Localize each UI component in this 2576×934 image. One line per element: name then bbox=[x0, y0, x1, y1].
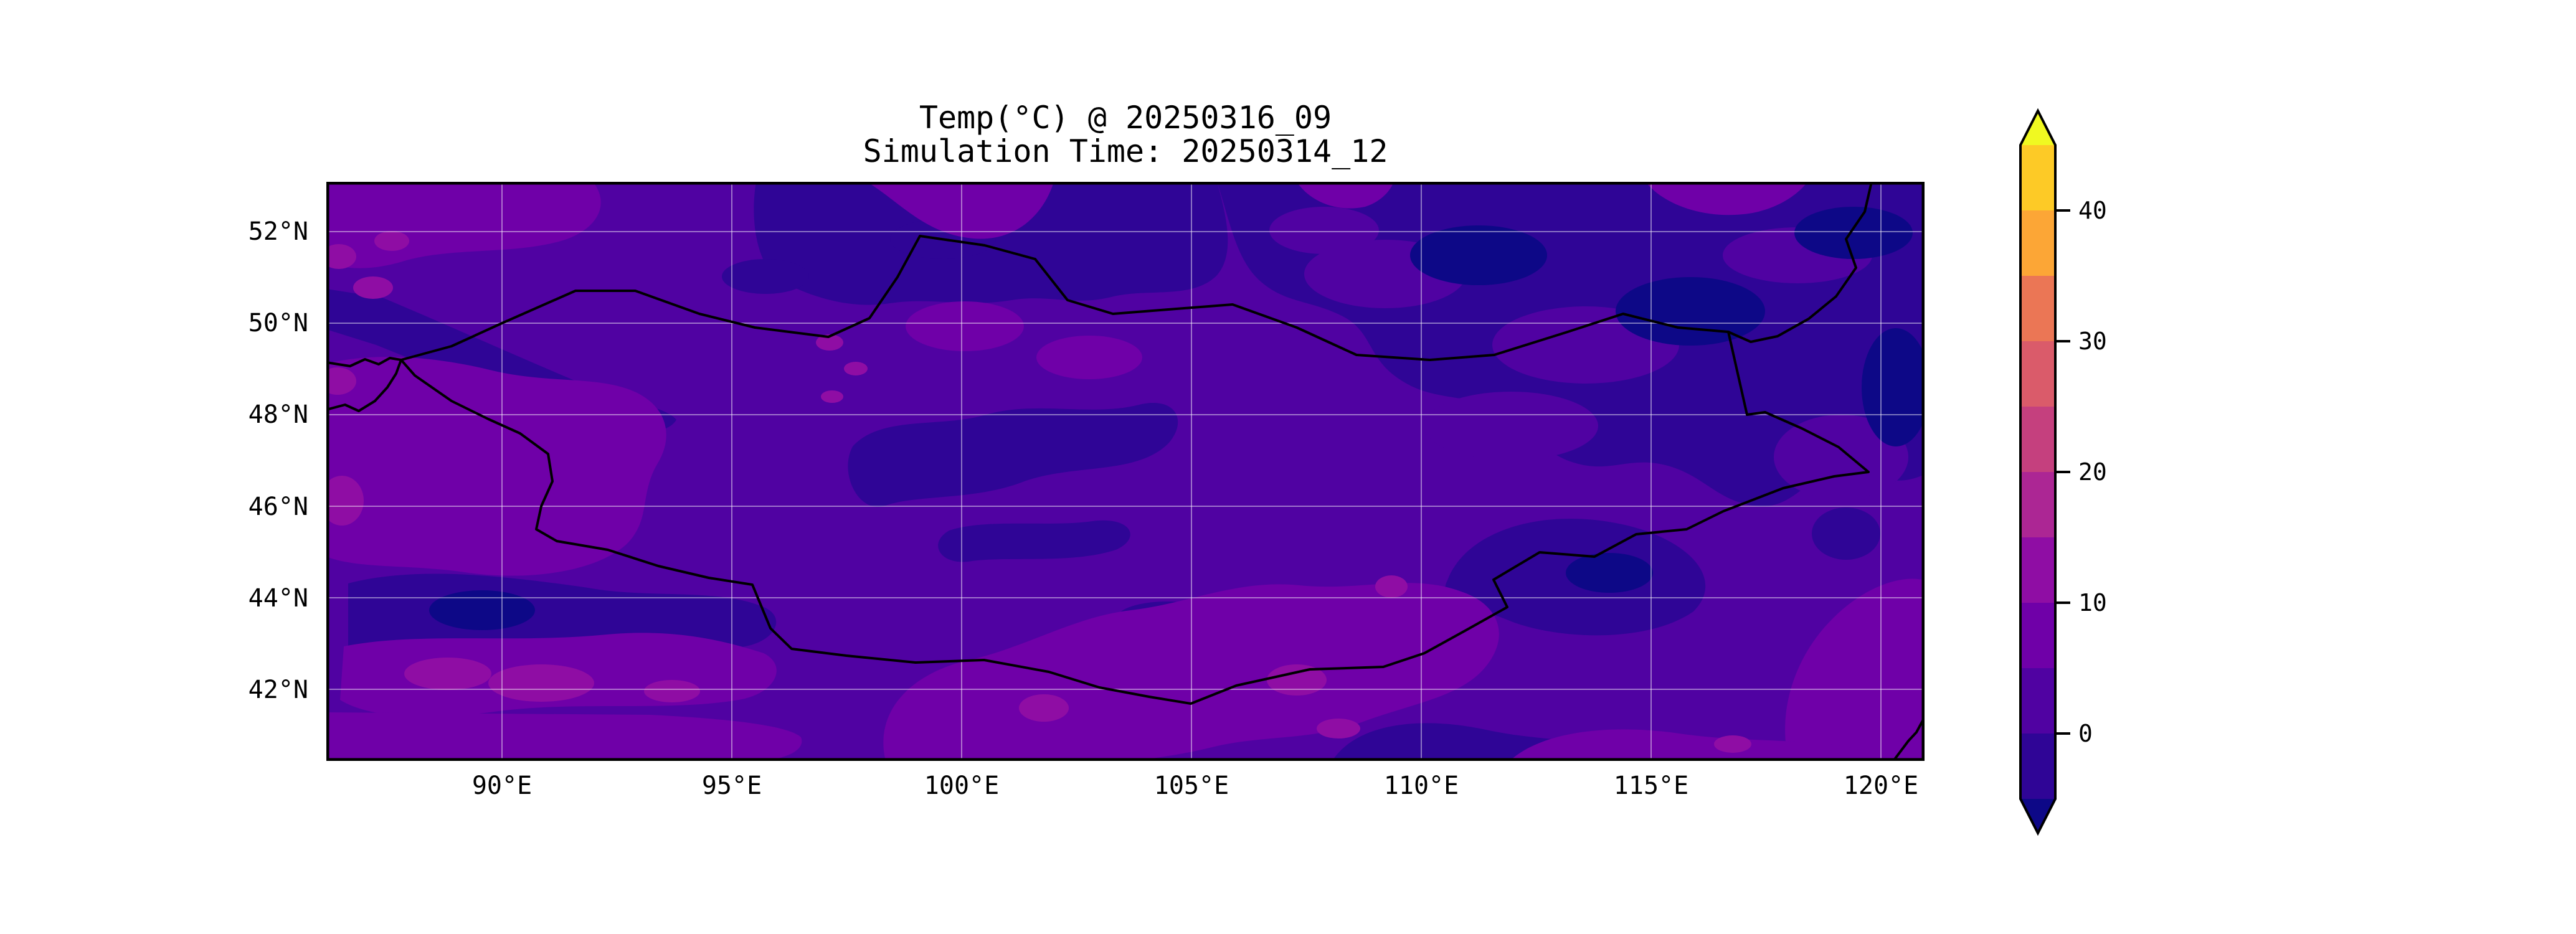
colorbar-under-arrow bbox=[2020, 799, 2055, 833]
y-tick-label: 42°N bbox=[248, 676, 308, 704]
colorbar-segment bbox=[2020, 407, 2055, 472]
colorbar-segment bbox=[2020, 210, 2055, 276]
colorbar-tick-label: 40 bbox=[2078, 197, 2107, 224]
colorbar-segments bbox=[2020, 145, 2055, 799]
country-borders bbox=[326, 182, 1925, 761]
colorbar-segment bbox=[2020, 276, 2055, 341]
colorbar-outline bbox=[2019, 108, 2057, 836]
y-tick-label: 52°N bbox=[248, 217, 308, 246]
coastline-corner bbox=[1892, 716, 1925, 761]
kazakhstan-china-border bbox=[326, 359, 402, 412]
chart-subtitle: Simulation Time: 20250314_12 bbox=[863, 133, 1388, 169]
y-tick-label: 44°N bbox=[248, 584, 308, 613]
colorbar-segment bbox=[2020, 145, 2055, 210]
mongolia-border bbox=[400, 235, 1870, 705]
x-tick-label: 115°E bbox=[1613, 771, 1689, 800]
colorbar-segment bbox=[2020, 341, 2055, 407]
x-tick-label: 105°E bbox=[1153, 771, 1229, 800]
colorbar-tick-label: 30 bbox=[2078, 328, 2107, 355]
colorbar-tick-label: 10 bbox=[2078, 589, 2107, 616]
x-tick-label: 95°E bbox=[701, 771, 762, 800]
colorbar-segment bbox=[2020, 472, 2055, 537]
y-tick-label: 48°N bbox=[248, 400, 308, 429]
contour-regions-10-15 bbox=[326, 231, 1751, 753]
x-tick-label: 110°E bbox=[1383, 771, 1459, 800]
y-tick-label: 50°N bbox=[248, 309, 308, 337]
colorbar-over-arrow bbox=[2020, 111, 2055, 145]
x-tick-label: 120°E bbox=[1843, 771, 1919, 800]
x-tick-label: 90°E bbox=[471, 771, 533, 800]
colorbar-tick-label: 0 bbox=[2078, 720, 2093, 747]
colorbar-segment bbox=[2020, 734, 2055, 799]
y-tick-label: 46°N bbox=[248, 493, 308, 521]
colorbar-ticks bbox=[2055, 209, 2070, 735]
x-tick-label: 100°E bbox=[924, 771, 1000, 800]
colorbar-segment bbox=[2020, 668, 2055, 734]
colorbar-segment bbox=[2020, 603, 2055, 668]
contour-regions-under-minus5 bbox=[429, 207, 1925, 630]
map-plot-area bbox=[326, 182, 1925, 761]
colorbar-tick-label: 20 bbox=[2078, 458, 2107, 486]
chart-title: Temp(°C) @ 20250316_09 bbox=[919, 100, 1332, 136]
russia-china-border bbox=[1727, 182, 1873, 343]
russia-kazakhstan-border bbox=[326, 357, 402, 367]
colorbar bbox=[2019, 108, 2070, 836]
colorbar-segment bbox=[2020, 537, 2055, 603]
map-frame bbox=[326, 182, 1925, 761]
